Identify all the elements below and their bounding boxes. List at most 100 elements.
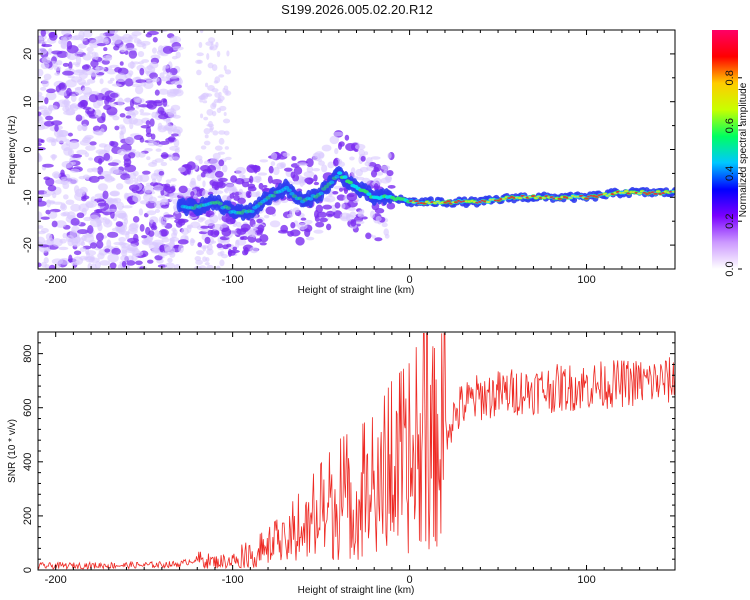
spectrogram-blob [131, 113, 137, 118]
spectrogram-blob [132, 194, 142, 203]
spectrogram-blob [90, 263, 97, 269]
spectrogram-ridge-core [323, 184, 330, 189]
spectrogram-blob [72, 256, 84, 266]
spectrogram-blob [316, 211, 328, 218]
spectrogram-blob [219, 259, 225, 267]
spectrogram-blob [380, 165, 391, 170]
spectrogram-blob [218, 137, 225, 145]
x-tick-label: 100 [577, 574, 595, 586]
spectrogram-blob [48, 264, 56, 269]
spectrogram-blob [128, 49, 138, 59]
spectrogram-blob [81, 123, 88, 132]
spectrogram-blob [148, 196, 158, 204]
spectrogram-blob [313, 229, 324, 234]
spectrogram-blob [229, 193, 235, 199]
spectrogram-blob [336, 194, 346, 201]
spectrogram-blob [38, 196, 43, 203]
spectrogram-blob [71, 76, 83, 83]
spectrogram-blob [154, 208, 161, 214]
spectrogram-blob [340, 203, 346, 210]
spectrogram-blob [250, 191, 260, 198]
spectrogram-blob [236, 228, 247, 235]
spectrogram-blob [138, 208, 144, 216]
spectrogram-blob [181, 227, 189, 236]
spectrogram-blob [124, 78, 134, 87]
spectrogram-ridge-peak [655, 190, 661, 193]
spectrogram-blob [53, 65, 62, 71]
spectrogram-blob [38, 106, 44, 111]
spectrogram-blob [349, 156, 355, 161]
spectrogram-blob [258, 182, 264, 190]
spectrogram-blob [142, 170, 151, 175]
spectrogram-blob [46, 88, 56, 94]
spectrogram-ridge-peak [671, 190, 675, 193]
spectrogram-blob [45, 200, 56, 204]
spectrogram-blob [70, 93, 77, 103]
spectrogram-blob [318, 160, 325, 166]
spectrogram-blob [107, 162, 119, 167]
spectrogram-blob [150, 133, 156, 140]
spectrogram-blob [214, 92, 220, 98]
spectrogram-blob [354, 143, 366, 150]
spectrogram-blob [96, 232, 104, 242]
spectrogram-blob [78, 203, 90, 213]
spectrogram-blob [123, 97, 133, 103]
spectrogram-blob [89, 39, 101, 48]
spectrogram-blob [259, 242, 267, 246]
spectrogram-blob [313, 174, 318, 182]
spectrogram-blob [38, 95, 46, 102]
spectrogram-blob [190, 191, 195, 197]
spectrogram-blob [178, 185, 188, 194]
spectrogram-blob [364, 161, 371, 167]
spectrogram-blob [77, 43, 87, 49]
spectrogram-blob [66, 40, 73, 50]
spectrogram-blob [70, 203, 81, 212]
spectrogram-blob [107, 231, 119, 238]
spectrogram-blob [79, 246, 87, 253]
snr-series-line [38, 332, 675, 570]
spectrogram-blob [40, 216, 50, 220]
spectrogram-blob [38, 153, 41, 162]
spectrogram-blob [387, 152, 392, 159]
spectrogram-blob [252, 224, 257, 230]
spectrogram-blob [123, 158, 132, 166]
spectrogram-blob [359, 209, 364, 214]
spectrogram-blob [304, 177, 315, 184]
spectrogram-blob [54, 124, 59, 132]
spectrogram-blob [38, 142, 42, 147]
spectrogram-blob [172, 156, 180, 161]
spectrogram-blob [167, 257, 173, 263]
spectrogram-blob [223, 130, 230, 136]
spectrogram-blob [213, 190, 224, 195]
spectrogram-blob [247, 186, 257, 192]
x-tick-label: 0 [407, 574, 413, 586]
spectrogram-blob [104, 218, 111, 225]
spectrogram-blob [51, 154, 56, 161]
y-tick-label: 20 [22, 48, 34, 60]
spectrogram-blob [144, 147, 153, 152]
y-tick-label: 600 [22, 399, 34, 417]
spectrogram-blob [121, 249, 128, 257]
spectrogram-blob [249, 246, 259, 254]
spectrogram-blob [145, 33, 153, 38]
spectrogram-blob [198, 158, 203, 165]
spectrogram-blob [149, 216, 159, 225]
spectrogram-blob [161, 198, 169, 205]
colorbar-label: Normalized spectral amplitude [738, 82, 749, 217]
x-tick-label: 100 [577, 274, 595, 286]
spectrogram-blob [213, 99, 219, 103]
spectrogram-ridge-peak [584, 197, 589, 200]
spectrogram-blob [321, 164, 328, 173]
colorbar-tick-label: 0.2 [724, 214, 736, 229]
spectrogram-blob [41, 78, 50, 88]
spectrogram-blob [154, 255, 163, 261]
spectrogram-blob [329, 135, 340, 145]
spectrogram-blob [106, 68, 117, 75]
spectrogram-blob [139, 112, 151, 116]
spectrogram-ridge-core [249, 209, 255, 214]
spectrogram-blob [48, 31, 58, 41]
spectrogram-ridge-core [225, 206, 231, 210]
spectrogram-blob [221, 227, 232, 237]
spectrogram-blob [314, 215, 320, 222]
spectrogram-blob [121, 205, 133, 209]
